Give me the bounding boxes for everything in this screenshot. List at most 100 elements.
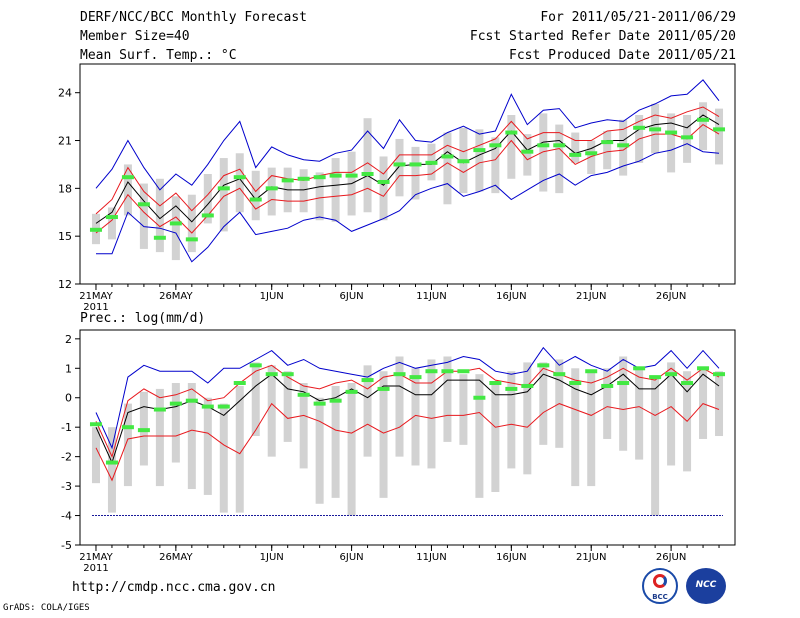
observed-marker	[185, 237, 198, 242]
ensemble-bar	[155, 178, 164, 253]
chart-title: DERF/NCC/BCC Monthly Forecast	[80, 10, 307, 25]
year-label: 2011	[83, 302, 108, 313]
precipitation-panel: -5 -4 -3 -2 -1 0 1 2 21MAY 26MAY 1JUN 6JUN 11JUN 16JU…	[61, 311, 736, 574]
header-right: For 2011/05/21-2011/06/29 Fcst Started R…	[470, 8, 736, 65]
observed-marker	[681, 381, 694, 386]
ensemble-bar	[587, 140, 596, 174]
ensemble-bar	[283, 371, 292, 442]
observed-marker	[361, 378, 374, 383]
observed-marker	[553, 372, 566, 377]
ensemble-bar	[219, 403, 228, 513]
observed-marker	[473, 148, 486, 153]
ensemble-bar	[203, 397, 212, 495]
ensemble-bar	[203, 174, 212, 224]
observed-marker	[105, 460, 118, 465]
ensemble-bar	[155, 388, 164, 487]
observed-marker	[489, 143, 502, 148]
ensemble-bar	[539, 113, 548, 192]
observed-marker	[585, 369, 598, 374]
observed-marker	[521, 149, 534, 154]
observed-marker	[713, 372, 726, 377]
observed-marker	[505, 386, 518, 391]
ensemble-bar	[331, 158, 340, 222]
y-tick-label: -3	[61, 480, 72, 493]
plot-frame	[79, 63, 736, 285]
x-tick-label: 11JUN	[416, 552, 446, 563]
y-tick-label: -2	[61, 451, 72, 464]
observed-marker	[617, 381, 630, 386]
observed-marker	[233, 175, 246, 180]
observed-marker	[201, 213, 214, 218]
ensemble-bar	[443, 132, 452, 205]
ensemble-bar	[331, 385, 340, 498]
observed-marker	[537, 363, 550, 368]
x-tick-label: 21JUN	[576, 552, 606, 563]
ensemble-bar	[507, 115, 516, 179]
observed-marker	[345, 389, 358, 394]
observed-marker	[281, 372, 294, 377]
observed-marker	[633, 366, 646, 371]
ensemble-bar	[475, 374, 484, 498]
ensemble-bar	[491, 137, 500, 194]
observed-marker	[153, 407, 166, 412]
ncc-logo: NCC	[686, 568, 726, 604]
x-tick-label: 26JUN	[656, 552, 686, 563]
ensemble-bar	[427, 359, 436, 469]
y-tick-label: 18	[58, 182, 72, 195]
observed-marker	[313, 175, 326, 180]
ensemble-bar	[315, 172, 324, 221]
observed-marker	[553, 143, 566, 148]
member-size-label: Member Size=40	[80, 29, 190, 44]
y-tick-label: -1	[61, 421, 72, 434]
bcc-emblem-icon	[653, 574, 667, 588]
observed-marker	[361, 172, 374, 176]
ensemble-bar	[171, 196, 180, 261]
ensemble-bar	[187, 194, 196, 253]
x-tick-label: 1JUN	[260, 552, 284, 563]
ensemble-bar	[715, 371, 724, 437]
lower-series-line	[95, 123, 720, 234]
observed-marker	[121, 175, 134, 180]
ensemble-bar	[619, 119, 628, 176]
max-series-line	[95, 79, 720, 191]
ensemble-bar	[603, 368, 612, 439]
ensemble-bar	[715, 108, 724, 165]
observed-marker	[377, 386, 390, 391]
observed-marker	[217, 404, 230, 409]
ensemble-bar	[411, 146, 420, 200]
observed-marker	[425, 369, 438, 374]
ensemble-bar	[667, 362, 676, 466]
ensemble-bar	[619, 356, 628, 451]
observed-marker	[89, 422, 102, 427]
observed-marker	[457, 369, 470, 374]
ensemble-bar	[539, 362, 548, 445]
ensemble-bar	[571, 368, 580, 487]
max-series-line	[95, 346, 720, 450]
observed-marker	[649, 127, 662, 132]
y-tick-label: -4	[61, 510, 72, 523]
observed-marker	[297, 392, 310, 397]
observed-marker	[249, 197, 262, 202]
ensemble-bar	[123, 403, 132, 487]
ensemble-bar	[571, 132, 580, 163]
ensemble-bar	[219, 158, 228, 232]
ensemble-bar	[587, 371, 596, 487]
observed-marker	[633, 125, 646, 130]
ensemble-bar	[523, 362, 532, 475]
observed-marker	[585, 151, 598, 156]
observed-marker	[217, 186, 230, 191]
source-url[interactable]: http://cmdp.ncc.cma.gov.cn	[72, 580, 276, 595]
year-label: 2011	[83, 563, 108, 574]
observed-marker	[601, 383, 614, 388]
observed-marker	[457, 159, 470, 164]
y-tick-label: -5	[61, 539, 72, 552]
lower-series-line	[95, 402, 720, 482]
observed-marker	[697, 366, 710, 371]
ensemble-bar	[443, 356, 452, 442]
bcc-logo-text: BCC	[652, 593, 668, 601]
ensemble-bar	[363, 365, 372, 457]
refer-date: Fcst Started Refer Date 2011/05/20	[469, 29, 736, 44]
produced-date: Fcst Produced Date 2011/05/21	[509, 48, 736, 63]
observed-marker	[137, 202, 150, 207]
